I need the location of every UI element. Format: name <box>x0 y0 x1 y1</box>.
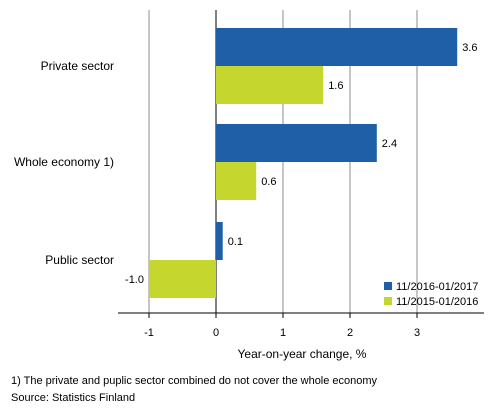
bars: 3.6 2.4 0.1 1.6 0.6 -1.0 <box>125 28 477 298</box>
data-label: 3.6 <box>462 42 477 54</box>
category-label: Public sector <box>45 253 114 267</box>
category-labels: Private sector Whole economy 1) Public sec… <box>14 59 114 267</box>
data-label: 1.6 <box>328 80 343 92</box>
legend-swatch <box>384 282 392 290</box>
bar <box>216 28 458 66</box>
bar <box>149 260 216 298</box>
x-tick-label: 0 <box>213 327 219 339</box>
x-tick-label: 3 <box>414 327 420 339</box>
bar <box>216 222 223 260</box>
category-label: Whole economy 1) <box>14 155 114 169</box>
legend-swatch <box>384 297 392 305</box>
bar <box>216 162 257 200</box>
source-note: Source: Statistics Finland <box>11 392 136 404</box>
category-label: Private sector <box>41 59 114 73</box>
footnote: 1) The private and puplic sector combine… <box>11 375 378 387</box>
bar <box>216 124 377 162</box>
legend: 11/2016-01/2017 11/2015-01/2016 <box>384 281 478 308</box>
x-tick-label: 1 <box>280 327 286 339</box>
data-label: 0.1 <box>228 236 243 248</box>
x-tick-label: -1 <box>144 327 154 339</box>
data-label: 2.4 <box>382 138 397 150</box>
legend-label: 11/2015-01/2016 <box>396 296 478 308</box>
data-label: 0.6 <box>261 176 276 188</box>
bar <box>216 66 324 104</box>
legend-label: 11/2016-01/2017 <box>396 281 478 293</box>
x-axis: -1 0 1 2 3 <box>118 312 484 339</box>
data-label: -1.0 <box>125 274 144 286</box>
x-tick-label: 2 <box>347 327 353 339</box>
x-axis-title: Year-on-year change, % <box>238 347 367 361</box>
